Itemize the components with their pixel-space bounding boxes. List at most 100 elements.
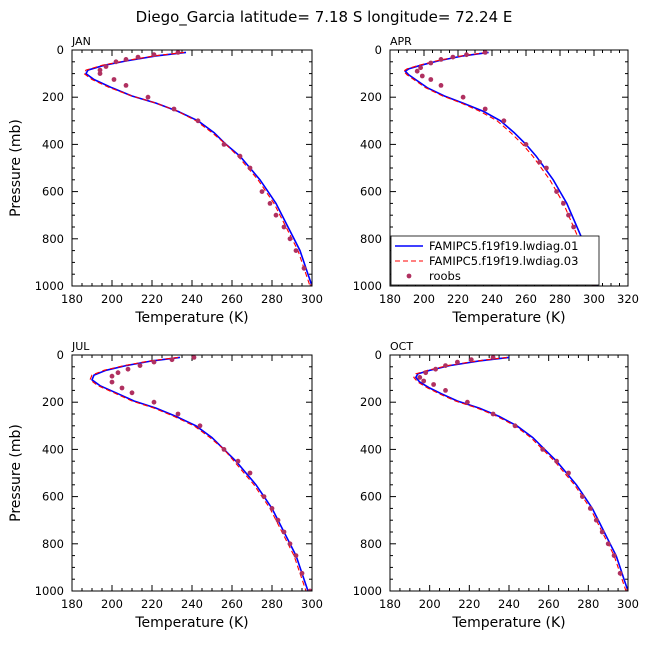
roobs-point: [111, 77, 117, 82]
roobs-point: [309, 283, 312, 286]
roobs-point: [587, 506, 593, 511]
panel-apr: 180 200 220 240 260 280 300 320 0 200 400 600 800 100…: [353, 35, 639, 326]
roobs-point: [197, 423, 203, 429]
y-axis-label: Pressure (mb): [8, 424, 24, 522]
x-tick-label: 280: [577, 597, 599, 611]
roobs-point: [490, 355, 496, 360]
x-tick-label: 300: [583, 292, 605, 306]
y-tick-label: 1000: [35, 584, 64, 598]
roobs-point: [523, 142, 529, 147]
roobs-point: [123, 57, 129, 62]
roobs-point: [119, 385, 125, 391]
series-line-lwdiag03: [402, 51, 595, 286]
plot-frame: [71, 354, 313, 592]
x-tick-label: 200: [419, 597, 441, 611]
y-tick-label: 400: [360, 137, 382, 151]
roobs-point: [512, 423, 518, 429]
plot-frame: [71, 49, 313, 287]
y-tick-label: 0: [57, 43, 64, 57]
y-tick-label: 1000: [353, 584, 382, 598]
roobs-point: [129, 390, 135, 396]
roobs-point: [221, 447, 227, 452]
panel-jul: 180 200 220 240 260 280 300 0 200 400 600 800 1000 Te…: [8, 340, 323, 631]
roobs-point: [599, 529, 605, 535]
roobs-point: [501, 118, 507, 124]
roobs-point: [554, 458, 559, 464]
plot-frame: [389, 49, 629, 287]
legend-entry-label: FAMIPC5.f19f19.lwdiag.01: [429, 239, 578, 253]
roobs-point: [299, 570, 305, 576]
series-line-lwdiag03: [89, 356, 307, 591]
series-line-lwdiag01: [404, 51, 599, 286]
roobs-point: [135, 54, 141, 60]
roobs-point: [450, 54, 456, 60]
roobs-point: [191, 355, 197, 360]
x-tick-label: 220: [141, 292, 163, 306]
roobs-point: [259, 189, 265, 195]
roobs-point: [443, 363, 448, 368]
series-line-lwdiag01: [91, 356, 309, 591]
roobs-point: [169, 357, 175, 363]
roobs-point: [287, 236, 293, 242]
plot-area: [83, 50, 312, 286]
y-tick-label: 600: [42, 490, 64, 504]
roobs-point: [414, 68, 420, 74]
y-axis-label: Pressure (mb): [8, 119, 24, 217]
roobs-point: [273, 212, 279, 218]
roobs-point: [175, 50, 181, 55]
x-tick-label: 220: [447, 292, 469, 306]
roobs-point: [571, 224, 576, 230]
roobs-point: [490, 411, 496, 417]
roobs-point: [103, 64, 109, 69]
roobs-point: [438, 83, 444, 88]
x-tick-label: 240: [181, 292, 203, 306]
legend: FAMIPC5.f19f19.lwdiag.01FAMIPC5.f19f19.l…: [390, 235, 600, 286]
roobs-point: [482, 106, 488, 112]
roobs-point: [611, 553, 617, 558]
x-tick-label: 240: [498, 597, 520, 611]
roobs-point: [566, 212, 571, 218]
x-tick-label: 260: [221, 292, 243, 306]
roobs-point: [237, 153, 243, 159]
roobs-point: [423, 370, 429, 376]
roobs-point: [267, 201, 273, 206]
x-tick-label: 180: [379, 597, 401, 611]
roobs-point: [151, 52, 157, 58]
x-axis-label: Temperature (K): [134, 615, 248, 631]
roobs-point: [151, 399, 157, 405]
x-tick-label: 280: [261, 597, 283, 611]
roobs-point: [566, 470, 571, 476]
y-tick-label: 1000: [35, 279, 64, 293]
roobs-point: [537, 159, 542, 165]
roobs-point: [221, 142, 227, 147]
x-tick-label: 200: [101, 292, 123, 306]
roobs-point: [175, 411, 181, 417]
x-tick-label: 320: [617, 292, 639, 306]
x-tick-label: 220: [458, 597, 480, 611]
series-line-lwdiag03: [83, 51, 311, 286]
x-tick-label: 200: [413, 292, 435, 306]
figure-title: Diego_Garcia latitude= 7.18 S longitude=…: [136, 8, 513, 27]
roobs-point: [625, 588, 628, 591]
roobs-point: [275, 517, 281, 523]
plot-area: [89, 355, 312, 591]
roobs-point: [433, 366, 438, 372]
y-tick-label: 800: [42, 537, 64, 551]
legend-swatch: [406, 273, 412, 279]
roobs-point: [421, 378, 427, 384]
roobs-point: [561, 201, 566, 206]
roobs-point: [465, 399, 470, 405]
roobs-point: [428, 60, 434, 66]
x-tick-label: 280: [261, 292, 283, 306]
y-tick-label: 0: [57, 348, 64, 362]
x-tick-label: 240: [181, 597, 203, 611]
y-tick-label: 800: [42, 232, 64, 246]
roobs-point: [468, 357, 474, 363]
roobs-point: [269, 506, 275, 511]
y-tick-label: 200: [360, 90, 382, 104]
y-tick-label: 0: [375, 43, 382, 57]
x-tick-label: 240: [481, 292, 503, 306]
x-tick-label: 180: [61, 292, 83, 306]
panel-label: JUL: [71, 340, 90, 353]
panel-label: OCT: [390, 340, 413, 353]
